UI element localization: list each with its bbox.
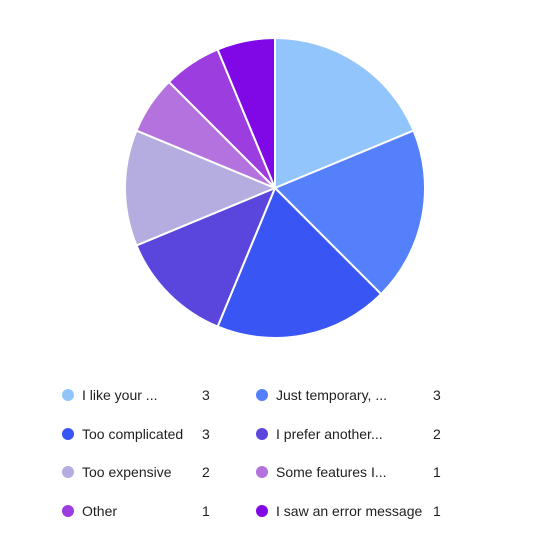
legend-label: Other — [82, 503, 118, 519]
pie-slice-2[interactable] — [274, 129, 426, 296]
legend-label: Some features I... — [276, 464, 387, 480]
legend-value: 1 — [433, 464, 441, 480]
legend-swatch — [256, 428, 268, 440]
legend-value: 3 — [433, 387, 441, 403]
legend-item[interactable]: I prefer another... — [256, 423, 383, 445]
legend-value: 1 — [202, 503, 210, 519]
legend-swatch — [62, 466, 74, 478]
legend-value: 1 — [433, 503, 441, 519]
legend-item[interactable]: I like your ... — [62, 384, 157, 406]
legend-swatch — [62, 505, 74, 517]
legend-value: 3 — [202, 387, 210, 403]
legend-swatch — [256, 466, 268, 478]
legend-label: Too complicated — [82, 426, 184, 442]
legend-value: 2 — [433, 426, 441, 442]
legend-label: I prefer another... — [276, 426, 383, 442]
legend-label: I like your ... — [82, 387, 158, 403]
legend-item[interactable]: I saw an error message — [256, 500, 422, 522]
legend-value: 2 — [202, 464, 210, 480]
pie-slice-5[interactable] — [124, 129, 276, 247]
legend-label: Just temporary, ... — [276, 387, 387, 403]
legend-swatch — [62, 389, 74, 401]
legend-item[interactable]: Too complicated — [62, 423, 183, 445]
legend-label: I saw an error message — [276, 503, 423, 519]
legend-item[interactable]: Other — [62, 500, 117, 522]
pie-slice-3[interactable] — [216, 187, 383, 339]
pie-slice-1[interactable] — [274, 37, 415, 189]
legend-item[interactable]: Just temporary, ... — [256, 384, 387, 406]
legend-swatch — [62, 428, 74, 440]
pie-slice-4[interactable] — [135, 187, 276, 328]
legend-item[interactable]: Some features I... — [256, 461, 387, 483]
legend-value: 3 — [202, 426, 210, 442]
legend-swatch — [256, 389, 268, 401]
legend-item[interactable]: Too expensive — [62, 461, 172, 483]
legend-label: Too expensive — [82, 464, 172, 480]
legend-swatch — [256, 505, 268, 517]
pie-slice-8[interactable] — [216, 37, 276, 189]
